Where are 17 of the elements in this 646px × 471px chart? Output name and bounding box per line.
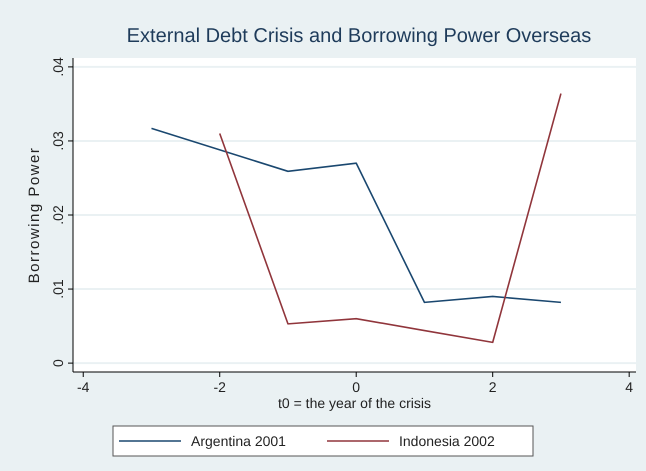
line-series bbox=[218, 92, 562, 344]
x-axis-title: t0 = the year of the crisis bbox=[278, 395, 431, 411]
y-tick-label: .04 bbox=[50, 56, 66, 77]
x-tick-label: 4 bbox=[625, 379, 634, 395]
line-series bbox=[150, 128, 562, 304]
legend-label: Argentina 2001 bbox=[191, 433, 286, 449]
y-tick-label: .03 bbox=[50, 131, 66, 151]
y-tick-label: .01 bbox=[50, 279, 66, 299]
x-tick-label: -4 bbox=[77, 379, 90, 395]
x-tick-label: -2 bbox=[213, 379, 226, 395]
legend-label: Indonesia 2002 bbox=[399, 433, 495, 449]
y-axis-title: Borrowing Power bbox=[26, 146, 43, 284]
y-tick-label: .02 bbox=[50, 205, 66, 225]
y-tick-label: 0 bbox=[50, 359, 66, 368]
x-tick-label: 2 bbox=[488, 379, 497, 395]
x-tick-label: 0 bbox=[352, 379, 360, 395]
chart-title: External Debt Crisis and Borrowing Power Overseas bbox=[126, 25, 592, 47]
